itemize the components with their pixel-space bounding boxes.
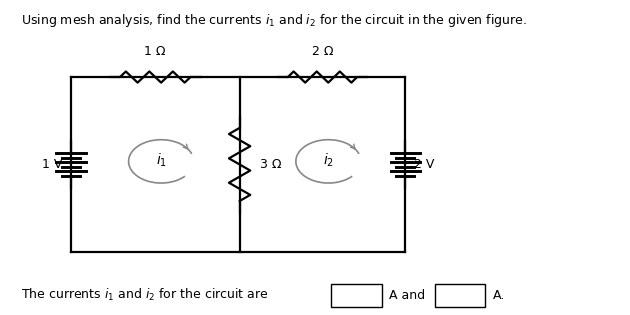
Text: 1 V: 1 V — [42, 158, 62, 171]
Text: The currents $\mathit{i}_1$ and $\mathit{i}_2$ for the circuit are: The currents $\mathit{i}_1$ and $\mathit… — [21, 287, 268, 303]
Text: 2 Ω: 2 Ω — [312, 45, 333, 59]
Text: 1 Ω: 1 Ω — [144, 45, 166, 59]
Bar — [435, 284, 485, 307]
Text: A and: A and — [389, 289, 425, 302]
Bar — [331, 284, 382, 307]
Text: Using mesh analysis, find the currents $\mathit{i}_1$ and $\mathit{i}_2$ for the: Using mesh analysis, find the currents $… — [21, 12, 527, 29]
Text: 2 V: 2 V — [415, 158, 435, 171]
Text: 3 Ω: 3 Ω — [260, 158, 282, 171]
Text: $\mathit{i}_2$: $\mathit{i}_2$ — [323, 151, 334, 169]
Text: A.: A. — [493, 289, 505, 302]
Text: $\mathit{i}_1$: $\mathit{i}_1$ — [156, 151, 167, 169]
